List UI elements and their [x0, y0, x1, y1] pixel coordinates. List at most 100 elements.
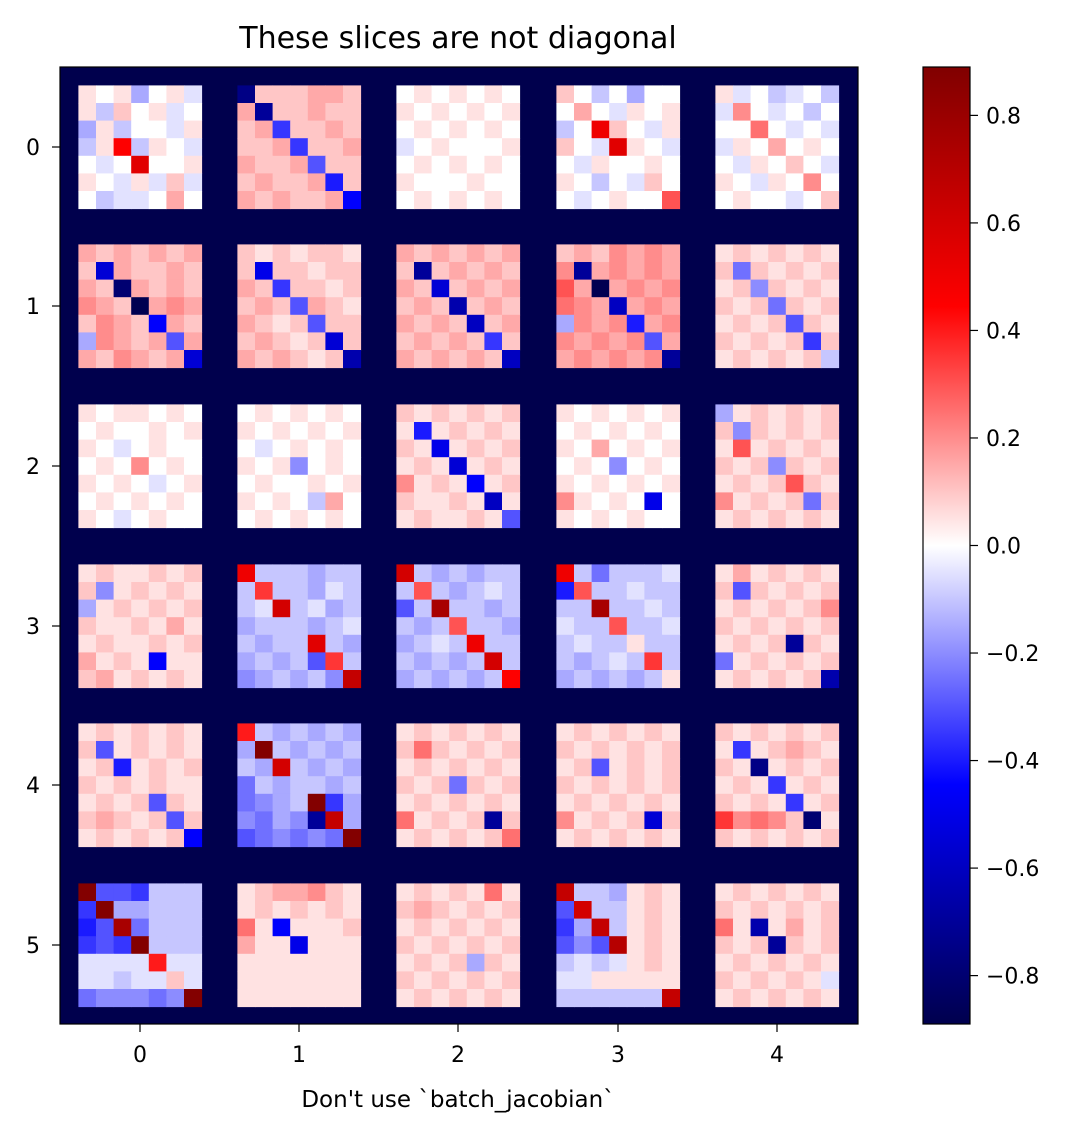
heatmap-cell	[574, 457, 593, 476]
heatmap-cell	[166, 936, 185, 955]
heatmap-cell	[715, 670, 734, 689]
block-r1-c2	[396, 244, 521, 369]
heatmap-cell	[502, 474, 521, 493]
heatmap-cell	[449, 350, 468, 369]
heatmap-cell	[502, 279, 521, 298]
heatmap-cell	[733, 811, 752, 830]
heatmap-cell	[78, 279, 97, 298]
heatmap-cell	[556, 155, 575, 174]
heatmap-cell	[556, 918, 575, 937]
heatmap-cell	[484, 350, 503, 369]
heatmap-cell	[466, 244, 485, 263]
heatmap-cell	[785, 918, 804, 937]
heatmap-cell	[431, 457, 450, 476]
heatmap-cell	[644, 670, 663, 689]
heatmap-cell	[821, 811, 840, 830]
heatmap-cell	[414, 103, 433, 122]
heatmap-cell	[272, 634, 291, 653]
heatmap-cell	[255, 492, 274, 511]
heatmap-cell	[750, 155, 769, 174]
heatmap-cell	[290, 901, 309, 920]
row-tick-label: 0	[26, 136, 40, 161]
heatmap-cell	[343, 829, 362, 848]
heatmap-cell	[290, 422, 309, 441]
heatmap-cell	[96, 564, 115, 583]
heatmap-cell	[556, 173, 575, 192]
heatmap-cell	[131, 599, 150, 618]
heatmap-cell	[166, 758, 185, 777]
heatmap-cell	[644, 829, 663, 848]
heatmap-cell	[626, 244, 645, 263]
heatmap-cell	[803, 103, 822, 122]
heatmap-cell	[785, 793, 804, 812]
heatmap-cell	[574, 617, 593, 636]
heatmap-cell	[396, 492, 415, 511]
heatmap-cell	[662, 829, 681, 848]
heatmap-cell	[591, 404, 610, 423]
heatmap-cell	[343, 138, 362, 157]
heatmap-cell	[272, 829, 291, 848]
heatmap-cell	[574, 811, 593, 830]
heatmap-cell	[113, 155, 132, 174]
heatmap-cell	[148, 191, 167, 210]
heatmap-cell	[290, 350, 309, 369]
heatmap-cell	[78, 776, 97, 795]
heatmap-cell	[131, 582, 150, 601]
heatmap-cell	[343, 297, 362, 316]
heatmap-cell	[96, 173, 115, 192]
heatmap-cell	[484, 971, 503, 990]
heatmap-cell	[131, 103, 150, 122]
heatmap-cell	[609, 422, 628, 441]
heatmap-cell	[396, 936, 415, 955]
heatmap-cell	[272, 936, 291, 955]
heatmap-cell	[325, 85, 344, 104]
heatmap-cell	[237, 758, 256, 777]
heatmap-cell	[733, 883, 752, 902]
heatmap-cell	[644, 758, 663, 777]
heatmap-cell	[255, 758, 274, 777]
heatmap-cell	[396, 599, 415, 618]
block-r5-c4	[715, 883, 840, 1008]
heatmap-cell	[715, 652, 734, 671]
heatmap-cell	[733, 314, 752, 333]
heatmap-cell	[96, 279, 115, 298]
heatmap-cell	[96, 85, 115, 104]
block-r3-c4	[715, 564, 840, 689]
heatmap-cell	[343, 350, 362, 369]
heatmap-cell	[307, 989, 326, 1008]
heatmap-cell	[113, 85, 132, 104]
heatmap-cell	[290, 191, 309, 210]
heatmap-cell	[255, 422, 274, 441]
heatmap-cell	[307, 776, 326, 795]
heatmap-cell	[449, 85, 468, 104]
heatmap-cell	[750, 599, 769, 618]
heatmap-cell	[662, 634, 681, 653]
heatmap-cell	[574, 279, 593, 298]
heatmap-cell	[750, 492, 769, 511]
heatmap-cell	[113, 474, 132, 493]
heatmap-cell	[414, 582, 433, 601]
heatmap-cell	[768, 741, 787, 760]
heatmap-cell	[644, 244, 663, 263]
heatmap-background	[60, 67, 858, 1024]
heatmap-cell	[255, 404, 274, 423]
heatmap-cell	[343, 883, 362, 902]
block-r3-c3	[556, 564, 681, 689]
heatmap-cell	[803, 332, 822, 351]
heatmap-cell	[272, 510, 291, 529]
heatmap-cell	[290, 439, 309, 458]
heatmap-cell	[184, 829, 203, 848]
heatmap-cell	[166, 492, 185, 511]
heatmap-cell	[96, 652, 115, 671]
heatmap-cell	[644, 617, 663, 636]
heatmap-cell	[131, 883, 150, 902]
heatmap-cell	[431, 244, 450, 263]
heatmap-cell	[96, 723, 115, 742]
heatmap-cell	[644, 510, 663, 529]
heatmap-cell	[785, 191, 804, 210]
heatmap-cell	[343, 155, 362, 174]
heatmap-cell	[255, 439, 274, 458]
heatmap-cell	[343, 582, 362, 601]
heatmap-cell	[715, 811, 734, 830]
col-tick-label: 3	[611, 1043, 625, 1068]
